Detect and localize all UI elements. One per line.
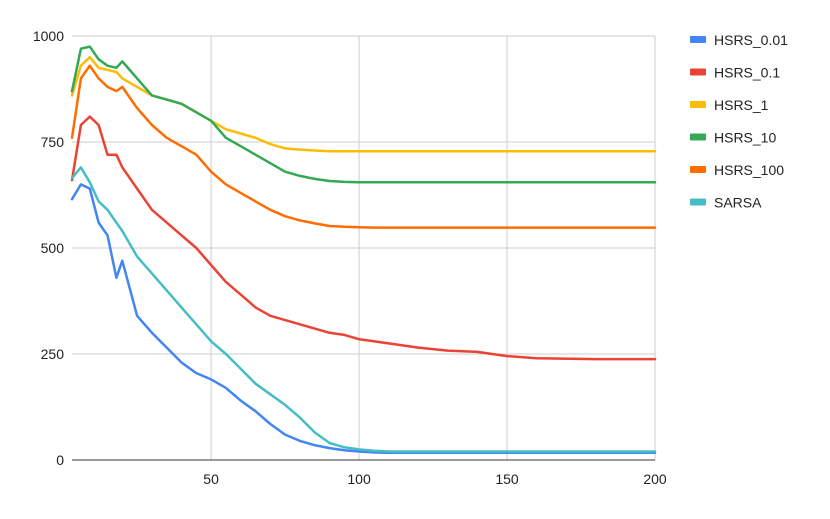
x-tick-label: 100 [347,471,371,487]
legend-label: SARSA [714,195,762,211]
series-line-hsrs-100 [70,64,657,229]
y-tick-label: 0 [56,452,64,468]
series-line-sarsa [70,166,657,453]
y-tick-label: 250 [41,346,65,362]
legend-swatch-hsrs-1 [690,101,706,108]
y-tick-label: 750 [41,134,65,150]
series-line-hsrs-0-01 [70,183,657,455]
y-tick-label: 500 [41,240,65,256]
x-tick-label: 150 [495,471,519,487]
x-tick-label: 50 [203,471,219,487]
legend-label: HSRS_100 [714,162,784,178]
legend-label: HSRS_10 [714,130,776,146]
legend-label: HSRS_0.1 [714,65,780,81]
legend-swatch-hsrs-0-01 [690,36,706,43]
series-line-hsrs-10 [70,45,657,184]
legend-label: HSRS_0.01 [714,32,788,48]
legend-swatch-hsrs-10 [690,133,706,141]
x-tick-label: 200 [643,471,667,487]
legend-swatch-hsrs-100 [690,166,706,173]
y-tick-label: 1000 [33,28,64,44]
series-line-hsrs-0-1 [70,115,657,361]
legend-label: HSRS_1 [714,97,769,113]
legend-swatch-hsrs-0-1 [690,68,706,76]
series-line-hsrs-1 [70,55,657,153]
legend-swatch-sarsa [690,198,706,206]
